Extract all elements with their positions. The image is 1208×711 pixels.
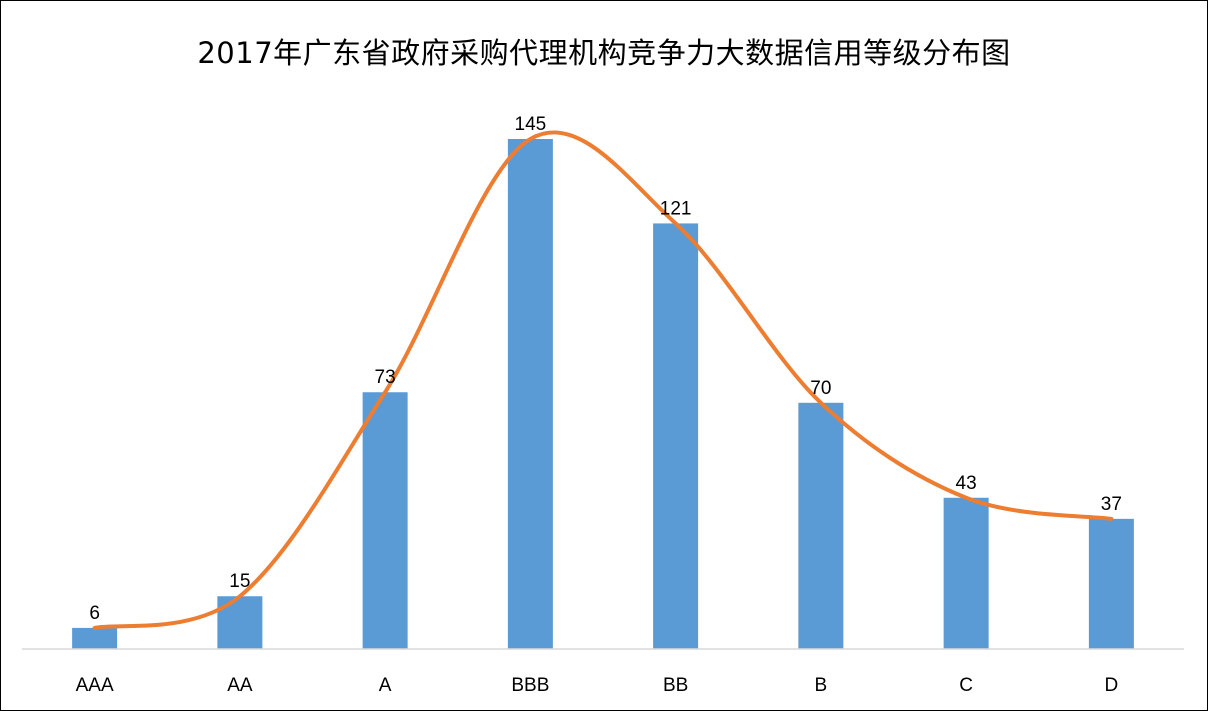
bar-c: [943, 497, 989, 649]
data-label-d: 37: [1101, 494, 1122, 515]
bar-b: [798, 402, 844, 649]
chart-title: 2017年广东省政府采购代理机构竞争力大数据信用等级分布图: [197, 36, 1011, 70]
bar-aa: [217, 596, 263, 649]
bar-d: [1088, 518, 1134, 649]
x-tick-label-d: D: [1105, 675, 1119, 696]
x-tick-label-aa: AA: [227, 675, 253, 696]
x-tick-label-bb: BB: [663, 675, 688, 696]
x-tick-label-c: C: [959, 675, 973, 696]
data-label-bb: 121: [660, 198, 692, 219]
bar-a: [362, 392, 408, 649]
x-tick-label-b: B: [815, 675, 828, 696]
data-label-aa: 15: [229, 571, 250, 592]
data-label-bbb: 145: [515, 114, 547, 135]
x-tick-label-bbb: BBB: [511, 675, 549, 696]
data-label-c: 43: [956, 473, 977, 494]
x-tick-label-a: A: [379, 675, 392, 696]
bar-bb: [653, 223, 699, 649]
data-label-a: 73: [375, 367, 396, 388]
bar-aaa: [72, 627, 118, 649]
x-tick-label-aaa: AAA: [76, 675, 114, 696]
data-label-b: 70: [810, 378, 831, 399]
trend-curve: [92, 130, 1114, 630]
data-label-aaa: 6: [89, 603, 100, 624]
bar-bbb: [507, 139, 553, 649]
